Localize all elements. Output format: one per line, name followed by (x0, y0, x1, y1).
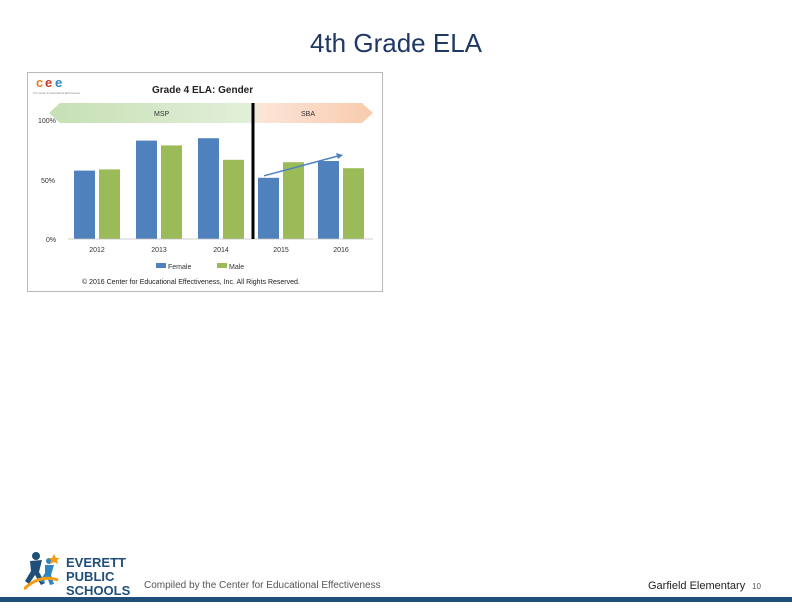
chart-panel: c e e The Center for Educational Effecti… (27, 72, 383, 292)
legend-label-male: Male (229, 264, 244, 271)
x-tick-label-2015: 2015 (273, 247, 289, 254)
page-title: 4th Grade ELA (310, 28, 482, 58)
x-tick-label-2014: 2014 (213, 247, 229, 254)
cee-logo: c e e The Center for Educational Effecti… (33, 75, 81, 95)
range-arrow-shape (49, 103, 373, 123)
gender-bar-chart: c e e The Center for Educational Effecti… (33, 75, 373, 286)
x-tick-label-2012: 2012 (89, 247, 105, 254)
chart-legend: Female Male (156, 263, 244, 271)
bar-female-2016 (318, 161, 339, 239)
footer-compiled-by: Compiled by the Center for Educational E… (144, 580, 381, 591)
trend-arrow-head (336, 153, 343, 159)
range-label-sba: SBA (301, 111, 315, 118)
bar-female-2012 (74, 170, 95, 239)
range-label-msp: MSP (154, 111, 170, 118)
cee-logo-c: c (36, 75, 43, 90)
bar-male-2012 (99, 169, 120, 239)
bar-female-2013 (136, 140, 157, 239)
x-tick-label-2016: 2016 (333, 247, 349, 254)
bar-female-2015 (258, 177, 279, 239)
test-range-arrow: MSP SBA (49, 103, 373, 123)
y-tick-label-50: 50% (41, 178, 55, 185)
cee-logo-e2: e (55, 75, 62, 90)
legend-swatch-male (217, 263, 227, 268)
chart-copyright: © 2016 Center for Educational Effectiven… (82, 278, 300, 286)
everett-public-schools-logo: EVERETT PUBLIC SCHOOLS (22, 550, 136, 598)
bar-female-2014 (198, 138, 219, 239)
legend-label-female: Female (168, 264, 191, 271)
trend-arrow-line (263, 155, 339, 177)
logo-text-schools: SCHOOLS (66, 583, 131, 598)
footer-bar (0, 597, 792, 602)
chart-title: Grade 4 ELA: Gender (152, 85, 253, 96)
bar-male-2015 (283, 162, 304, 239)
bar-male-2013 (161, 145, 182, 239)
bar-male-2016 (343, 168, 364, 239)
cee-logo-e1: e (45, 75, 52, 90)
legend-swatch-female (156, 263, 166, 268)
logo-text-everett: EVERETT (66, 555, 126, 570)
y-tick-label-100: 100% (38, 118, 56, 125)
cee-logo-subtitle: The Center for Educational Effectiveness (33, 91, 81, 95)
bar-male-2014 (223, 159, 244, 239)
x-tick-label-2013: 2013 (151, 247, 167, 254)
page-number: 10 (752, 582, 761, 591)
figures-icon (22, 552, 60, 591)
logo-text-public: PUBLIC (66, 569, 115, 584)
footer-school-name: Garfield Elementary (648, 580, 746, 592)
y-tick-label-0: 0% (46, 237, 56, 244)
